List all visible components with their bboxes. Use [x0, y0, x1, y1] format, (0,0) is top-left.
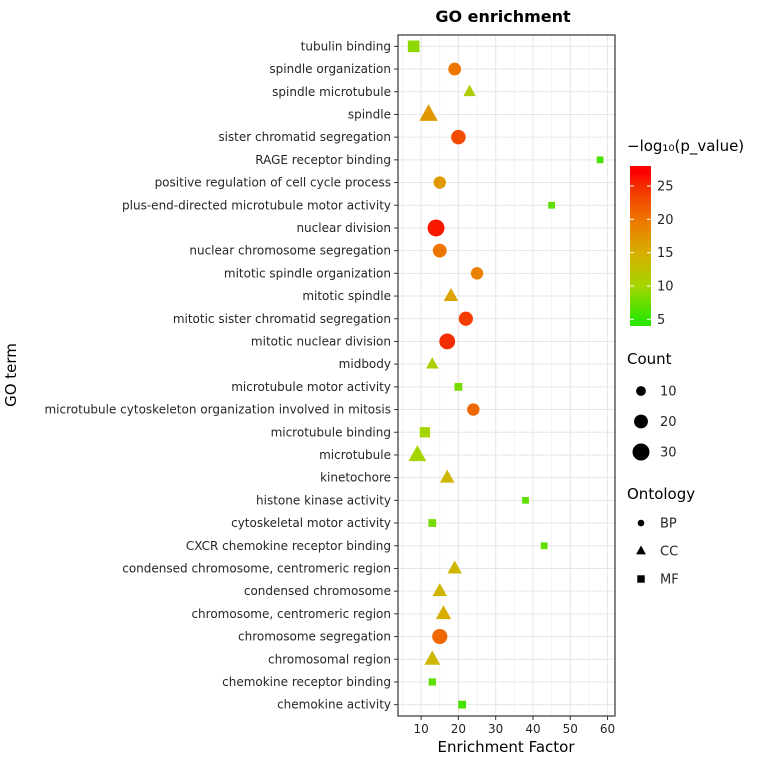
data-point [458, 700, 467, 709]
data-point [408, 445, 427, 462]
ontology-legend-label: MF [660, 573, 679, 588]
y-axis-title: GO term [2, 343, 20, 407]
y-tick-label: CXCR chemokine receptor binding [186, 539, 391, 553]
data-point [439, 333, 456, 350]
data-point [433, 176, 446, 189]
data-point [540, 542, 548, 550]
ontology-legend-label: BP [660, 517, 677, 532]
data-point [426, 357, 439, 369]
x-tick-label: 60 [600, 722, 615, 736]
data-point [428, 519, 437, 527]
data-point [522, 496, 529, 504]
ontology-legend-label: CC [660, 545, 678, 560]
x-tick-label: 50 [563, 722, 578, 736]
data-point [447, 560, 462, 574]
y-tick-label: chromosome segregation [238, 630, 391, 644]
data-point [432, 243, 447, 258]
y-tick-label: midbody [339, 357, 391, 371]
y-tick-label: mitotic spindle organization [224, 266, 391, 280]
data-point [443, 287, 459, 302]
y-tick-label: mitotic spindle [302, 289, 391, 303]
data-point [470, 267, 484, 280]
size-legend-title: Count [627, 350, 672, 368]
x-axis-title: Enrichment Factor [438, 738, 576, 756]
color-legend-tick-label: 5 [657, 313, 665, 328]
y-tick-label: nuclear chromosome segregation [189, 244, 391, 258]
x-tick-label: 20 [451, 722, 466, 736]
y-tick-label: sister chromatid segregation [218, 130, 391, 144]
y-tick-label: tubulin binding [301, 39, 391, 53]
data-point [439, 469, 455, 483]
x-tick-label: 40 [525, 722, 540, 736]
panel-border [397, 34, 616, 717]
data-points [407, 40, 604, 709]
count-legend-label: 30 [660, 446, 677, 461]
color-legend-title: −log₁₀(p_value) [627, 137, 744, 156]
y-tick-label: positive regulation of cell cycle proces… [155, 176, 391, 190]
color-legend-bar [630, 166, 651, 326]
y-tick-label: condensed chromosome [244, 584, 391, 598]
data-point [448, 62, 462, 76]
chart-title: GO enrichment [435, 7, 571, 26]
y-tick-label: condensed chromosome, centromeric region [122, 561, 391, 575]
data-point [419, 104, 438, 121]
data-point [463, 84, 476, 97]
data-point [424, 650, 441, 665]
y-tick-label: chemokine activity [277, 698, 391, 712]
axes: 10 20 30 40 50 60 tubulin binding spindle organ… [44, 39, 615, 736]
y-tick-label: plus-end-directed microtubule motor acti… [122, 198, 391, 212]
count-legend-glyph [632, 443, 650, 461]
legend: 25 20 15 10 5 10 20 30 BP CC MF [630, 166, 679, 588]
data-point [432, 583, 448, 597]
ontology-legend-glyph [637, 575, 645, 583]
count-legend-label: 10 [660, 385, 677, 400]
y-tick-label: nuclear division [296, 221, 391, 235]
data-point [428, 678, 436, 686]
data-point [435, 605, 452, 620]
count-legend-glyph [634, 414, 648, 429]
count-legend-label: 20 [660, 415, 677, 430]
data-point [407, 40, 420, 53]
y-tick-label: mitotic sister chromatid segregation [173, 312, 391, 326]
ontology-legend-glyph [637, 519, 645, 527]
data-point [458, 311, 473, 326]
y-tick-label: microtubule [319, 448, 391, 462]
x-tick-label: 30 [488, 722, 503, 736]
color-legend-tick-label: 20 [657, 213, 674, 228]
count-legend-glyph [636, 386, 646, 396]
generated-chart-layer: 10 20 30 40 50 60 tubulin binding spindle organ… [44, 34, 679, 736]
y-tick-label: mitotic nuclear division [251, 334, 391, 348]
y-tick-label: spindle organization [269, 62, 391, 76]
data-point [419, 427, 430, 438]
y-tick-label: chemokine receptor binding [222, 675, 391, 689]
color-legend-tick-label: 10 [657, 280, 674, 295]
data-point [596, 156, 604, 164]
data-point [427, 219, 445, 237]
y-tick-label: microtubule motor activity [231, 380, 391, 394]
data-point [454, 382, 463, 391]
y-tick-label: RAGE receptor binding [255, 153, 391, 167]
data-point [548, 201, 555, 209]
shape-legend-title: Ontology [627, 485, 695, 503]
y-tick-label: microtubule cytoskeleton organization in… [44, 403, 391, 417]
color-legend-tick-label: 15 [657, 246, 674, 261]
y-tick-label: cytoskeletal motor activity [231, 516, 391, 530]
x-tick-label: 10 [413, 722, 428, 736]
data-point [451, 129, 466, 145]
ontology-legend-glyph [636, 545, 646, 555]
y-tick-label: histone kinase activity [256, 493, 391, 507]
y-tick-label: spindle microtubule [272, 85, 391, 99]
y-tick-label: microtubule binding [271, 425, 391, 439]
color-legend-tick-label: 25 [657, 180, 674, 195]
y-tick-label: chromosome, centromeric region [191, 607, 391, 621]
y-tick-label: chromosomal region [268, 652, 391, 666]
y-tick-label: spindle [348, 107, 391, 121]
data-point [432, 628, 448, 645]
data-point [467, 403, 480, 416]
y-tick-label: kinetochore [320, 471, 391, 485]
plot-panel [398, 35, 615, 716]
